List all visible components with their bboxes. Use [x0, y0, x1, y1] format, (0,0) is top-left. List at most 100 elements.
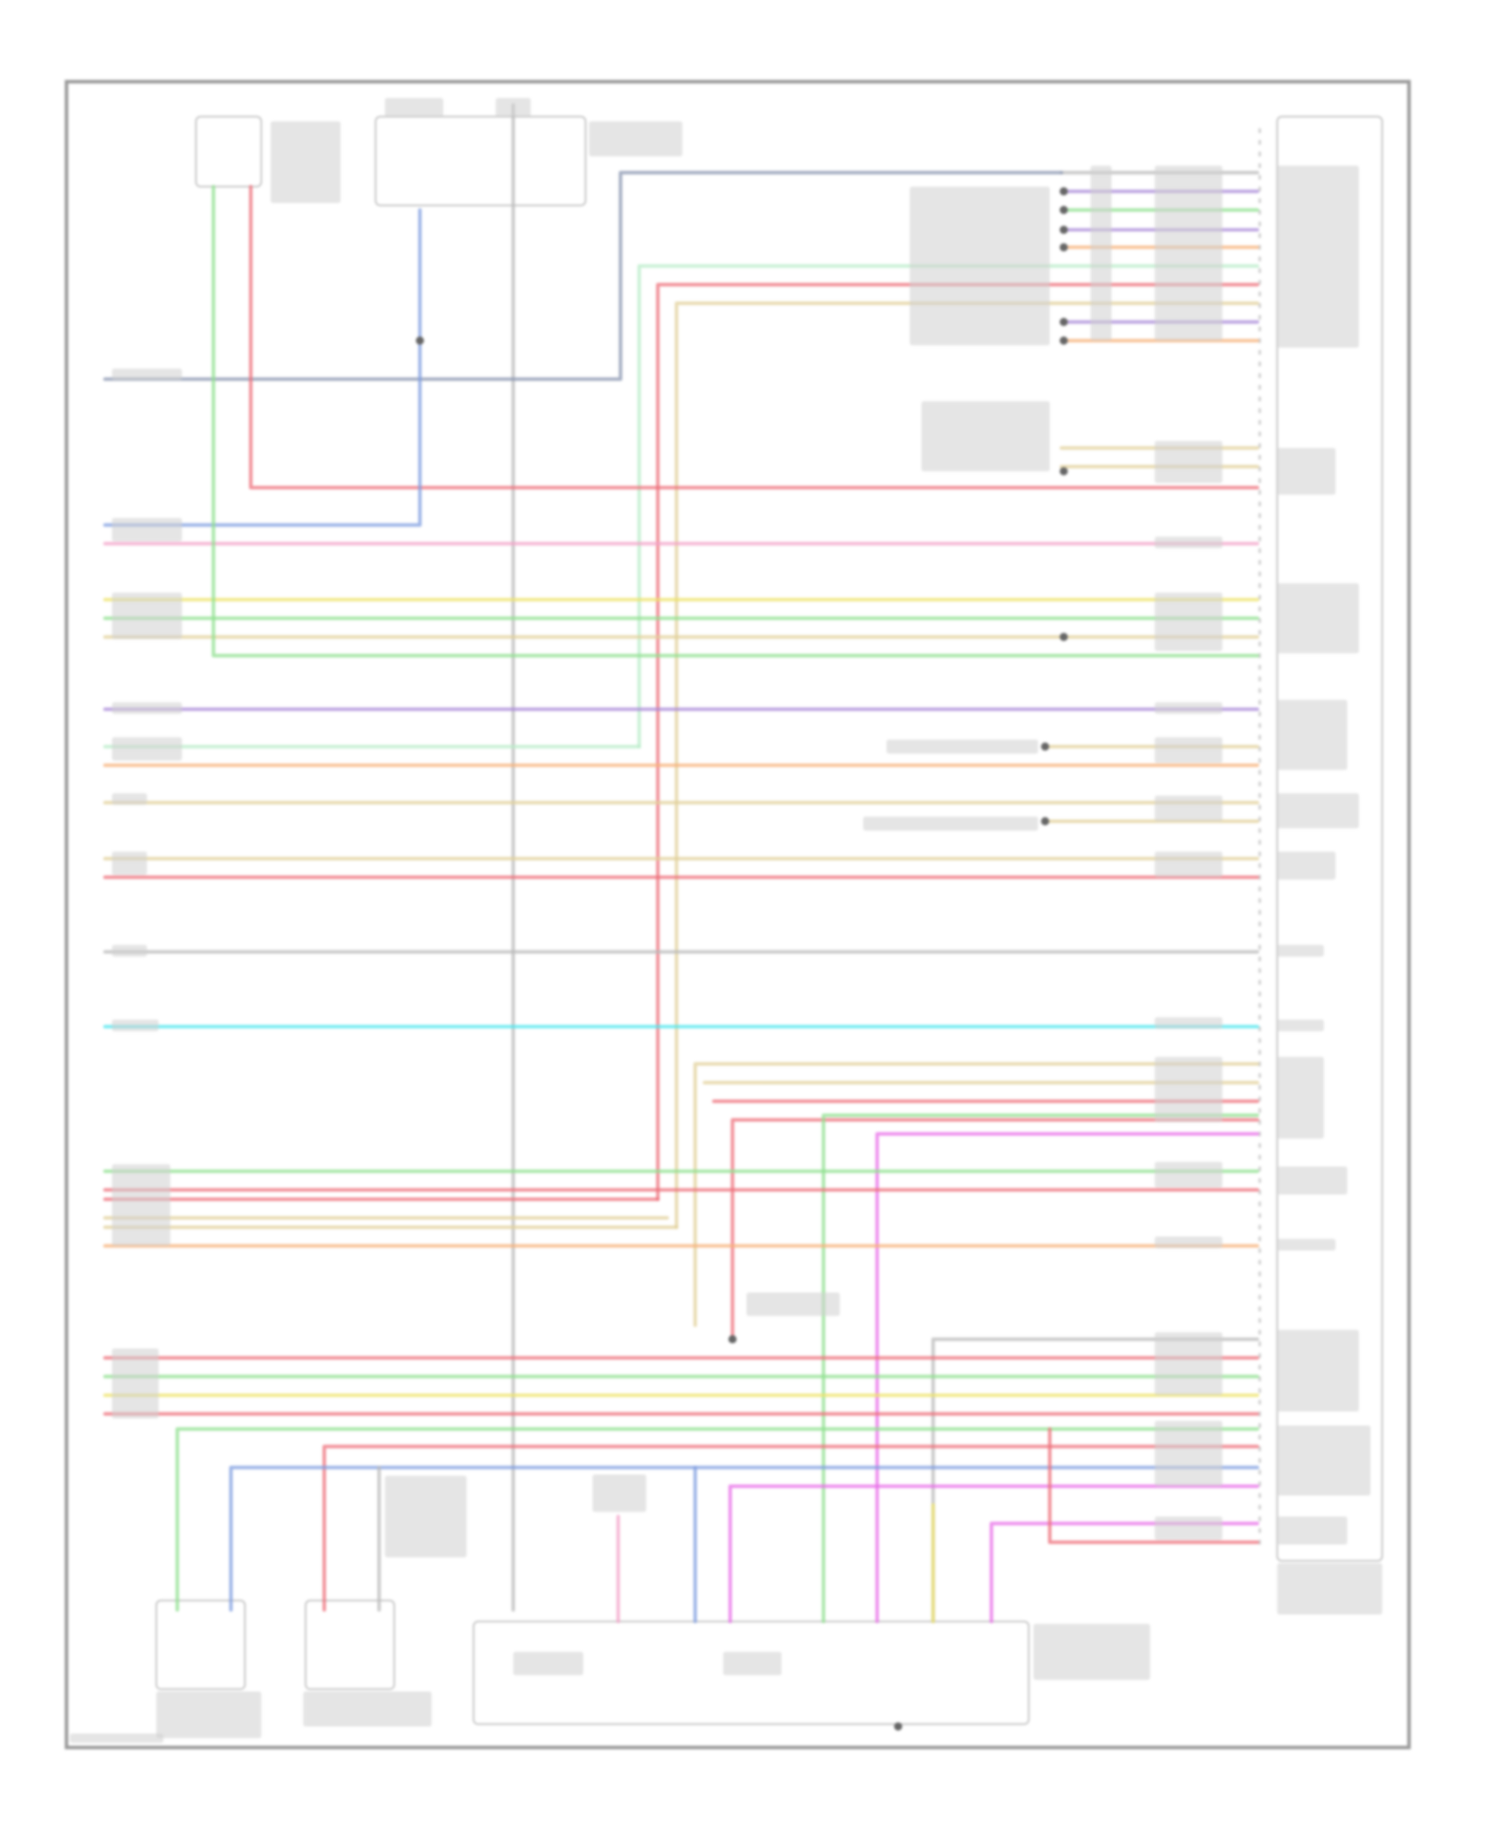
label-block	[1277, 1563, 1383, 1615]
label-block	[111, 1348, 159, 1419]
wire-red	[730, 1118, 1260, 1341]
control-module-connector	[1276, 115, 1384, 1562]
splice-dot	[1041, 817, 1050, 826]
splice-dot	[1041, 742, 1050, 751]
label-block	[384, 97, 444, 117]
label-block	[1277, 1166, 1348, 1195]
label-block	[1154, 1516, 1223, 1540]
splice-dot	[415, 336, 424, 345]
splice-dot	[1059, 225, 1068, 234]
label-block	[1154, 1056, 1223, 1123]
label-block	[1277, 583, 1359, 654]
splice-dot	[1059, 205, 1068, 215]
wire-blue	[103, 208, 422, 527]
splice-dot	[1059, 336, 1068, 345]
label-block	[1277, 1516, 1348, 1545]
label-block	[111, 944, 147, 957]
label-block	[1154, 1017, 1223, 1029]
label-block	[1277, 1425, 1371, 1496]
label-block	[1277, 1056, 1324, 1139]
splice-dot	[1059, 317, 1068, 327]
label-block	[1277, 1019, 1324, 1032]
splices	[415, 187, 1068, 1731]
label-block	[1154, 702, 1223, 714]
connector-box	[195, 115, 263, 188]
label-block	[863, 816, 1039, 831]
label-block	[592, 1474, 647, 1512]
label-block	[69, 1733, 164, 1743]
wire-tan	[693, 1062, 1260, 1327]
label-block	[111, 851, 147, 875]
label-block	[1154, 795, 1223, 822]
label-block	[111, 1164, 171, 1246]
label-block	[1154, 1236, 1223, 1249]
label-block	[1277, 447, 1336, 495]
label-block	[495, 97, 531, 117]
label-block	[1090, 165, 1112, 341]
wire-magenta	[875, 1132, 1260, 1624]
label-block	[111, 793, 147, 805]
label-block	[1154, 851, 1223, 878]
diagram-frame	[64, 79, 1411, 1750]
label-block	[1277, 944, 1324, 957]
label-block	[1154, 737, 1223, 763]
label-block	[156, 1691, 262, 1739]
wires	[103, 103, 1260, 1624]
label-block	[111, 517, 182, 542]
label-block	[1154, 1420, 1223, 1487]
label-block	[111, 1019, 159, 1032]
wire-magenta	[728, 1484, 1260, 1624]
label-block	[1277, 165, 1359, 348]
label-block	[111, 702, 182, 714]
label-block	[1277, 1329, 1359, 1412]
label-block	[589, 121, 683, 157]
label-block	[886, 739, 1039, 754]
wire-tan	[674, 301, 1260, 1229]
wire-green	[175, 1427, 1260, 1612]
label-block	[111, 368, 182, 381]
label-block	[1277, 851, 1336, 880]
label-block	[909, 186, 1050, 346]
label-block	[270, 121, 341, 203]
label-block	[111, 592, 182, 640]
label-block	[1154, 440, 1223, 483]
label-block	[1277, 793, 1359, 829]
label-block	[921, 401, 1050, 472]
label-block	[1154, 1161, 1223, 1188]
label-block	[1277, 1238, 1336, 1251]
sensor-2	[304, 1599, 396, 1691]
label-block	[1154, 536, 1223, 549]
wire-slate	[103, 170, 1064, 381]
wire-red	[249, 184, 1260, 490]
label-block	[723, 1651, 782, 1676]
fuse-box	[374, 115, 587, 207]
label-block	[384, 1475, 467, 1558]
splice-dot	[1059, 467, 1068, 476]
label-block	[1033, 1623, 1151, 1680]
splice-dot	[728, 1335, 737, 1344]
switch-assembly-box	[472, 1620, 1030, 1726]
wire-red	[1048, 1427, 1260, 1544]
splice-dot	[1059, 243, 1068, 252]
label-block	[1154, 165, 1223, 341]
label-blocks	[69, 97, 1383, 1743]
wire-green	[821, 1113, 1260, 1624]
label-block	[1277, 699, 1348, 770]
label-block	[746, 1292, 840, 1316]
wire-blue	[229, 1465, 1260, 1612]
splice-dot	[1059, 632, 1068, 642]
label-block	[513, 1651, 584, 1676]
splice-dot	[894, 1722, 903, 1731]
wire-red	[322, 1444, 1260, 1612]
label-block	[111, 737, 182, 761]
label-block	[1154, 592, 1223, 651]
splice-dot	[1059, 187, 1068, 196]
label-block	[303, 1691, 432, 1727]
label-block	[1154, 1332, 1223, 1396]
wire-lightgreen	[637, 264, 1260, 749]
wire-green	[211, 184, 1260, 658]
sensor-1	[155, 1599, 246, 1691]
component-boxes	[155, 115, 1384, 1726]
wire-red	[656, 282, 1260, 1201]
